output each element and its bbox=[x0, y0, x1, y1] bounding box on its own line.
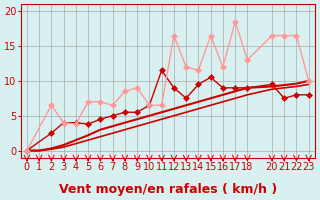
X-axis label: Vent moyen/en rafales ( km/h ): Vent moyen/en rafales ( km/h ) bbox=[59, 183, 277, 196]
